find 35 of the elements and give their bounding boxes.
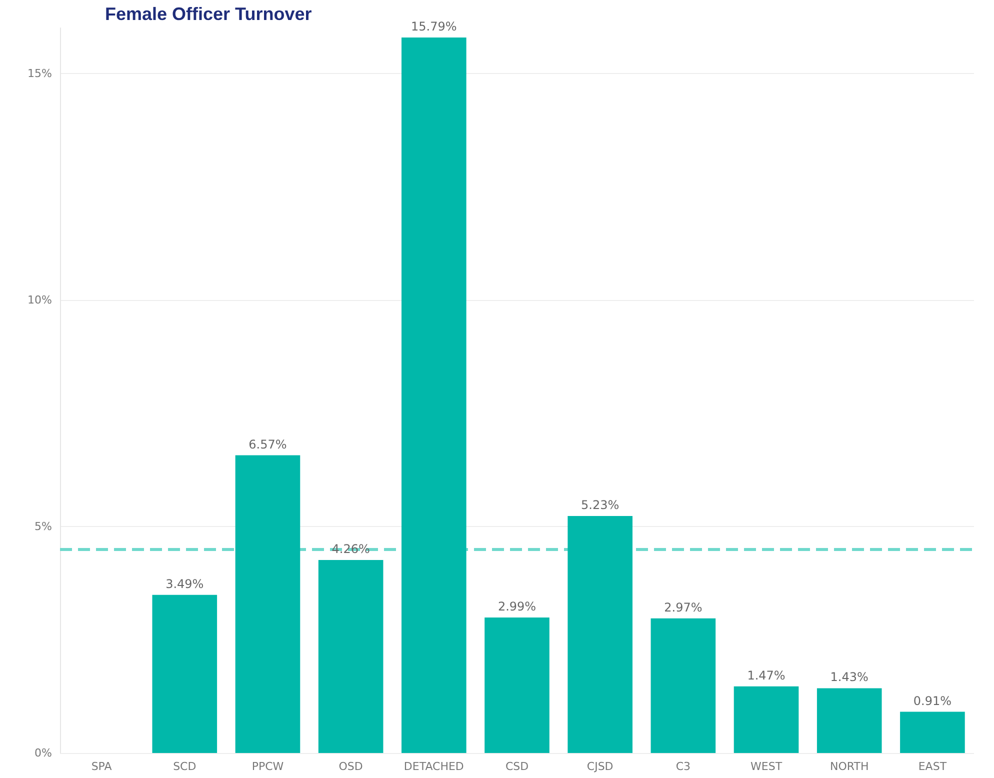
x-tick-label: CSD [505,760,529,773]
data-label: 15.79% [411,20,457,34]
data-label: 2.99% [498,600,536,614]
bar [318,560,384,753]
data-label: 1.43% [830,670,868,684]
bar [402,38,466,753]
data-label: 3.49% [166,576,204,591]
bar [484,618,550,753]
x-tick-label: DETACHED [404,760,464,773]
y-tick-label: 15% [28,66,52,80]
y-tick-label: 0% [34,746,52,760]
bar [816,688,882,753]
y-tick-label: 10% [28,293,52,306]
data-label: 6.57% [248,437,287,452]
data-label: 2.97% [664,600,702,614]
bar [650,618,716,753]
data-label: 1.47% [747,668,786,682]
bar [152,594,218,753]
chart-title: Female Officer Turnover [105,4,312,24]
bar [900,712,965,753]
bar [734,686,799,753]
x-tick-label: SCD [173,760,196,773]
y-tick-label: 5% [34,520,52,533]
bar [568,516,632,753]
x-tick-label: OSD [338,760,363,773]
data-label: 0.91% [913,694,952,708]
x-tick-label: EAST [918,760,947,773]
x-tick-label: PPCW [252,760,284,773]
x-tick-label: WEST [750,760,782,773]
bar [235,455,300,753]
x-tick-label: SPA [91,760,112,773]
x-tick-label: NORTH [830,760,869,773]
x-tick-label: CJSD [586,760,614,773]
x-tick-label: C3 [676,760,691,773]
data-label: 5.23% [581,498,620,512]
